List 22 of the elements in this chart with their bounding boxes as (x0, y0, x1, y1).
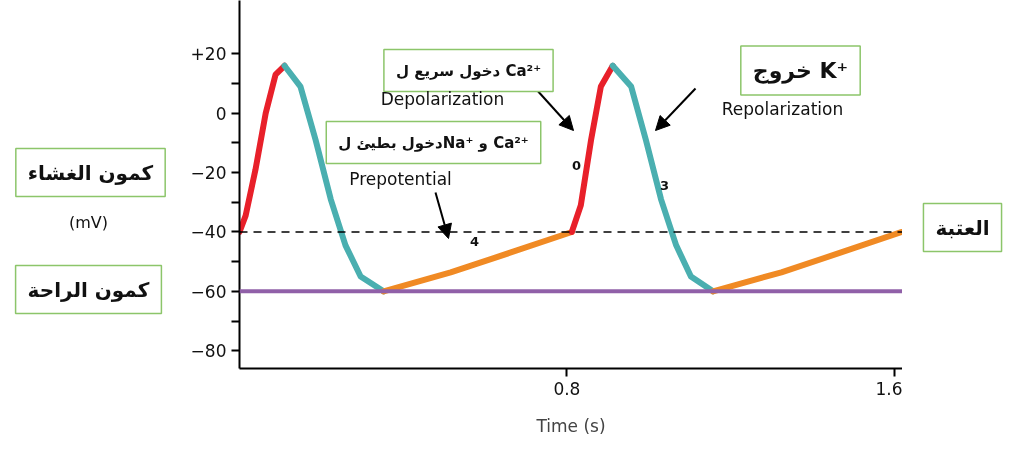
annotation: 3 (659, 178, 670, 193)
annotation: دخول سريع ل Ca²⁺ (395, 61, 542, 80)
annotation: دخول بطيئ لNa⁺ و Ca²⁺ (338, 133, 529, 152)
text: (mV) (68, 213, 109, 232)
annotation: Depolarization (380, 88, 505, 109)
y-tick-label: +20 (190, 44, 227, 65)
text: كمون الراحة (27, 277, 150, 302)
y-tick-label: 0 (215, 103, 227, 124)
y-tick-label: −40 (190, 222, 227, 243)
annotation: 0 (571, 158, 582, 173)
annotation: 4 (469, 234, 480, 249)
ref-line-label: العتبة (935, 215, 990, 240)
y-tick-label: −60 (190, 281, 227, 302)
y-tick-label: −20 (190, 163, 227, 184)
text: كمون الغشاء (27, 160, 154, 185)
x-tick-label: 0.8 (553, 378, 581, 399)
y-tick-label: −80 (190, 341, 227, 362)
annotation: خروج K⁺ (752, 58, 849, 84)
x-axis-title: Time (s) (535, 415, 606, 436)
x-tick-label: 1.6 (875, 378, 903, 399)
annotation: Prepotential (349, 168, 452, 189)
annotation: Repolarization (721, 98, 844, 119)
